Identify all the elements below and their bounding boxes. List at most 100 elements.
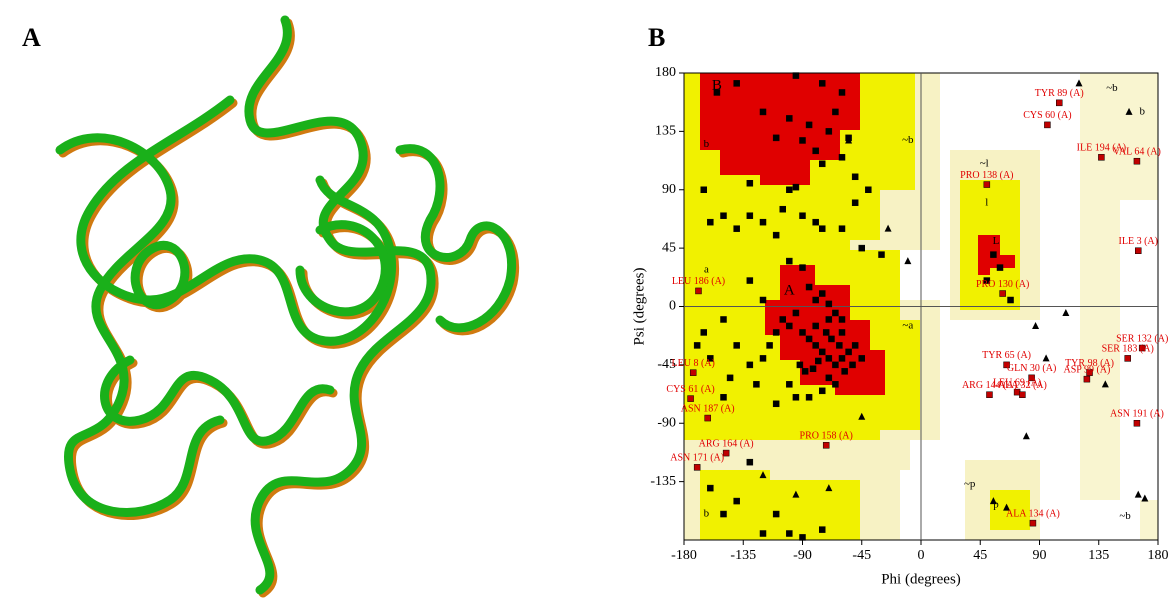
point-label: CYS 61 (A) xyxy=(666,384,714,395)
x-tick-label: -45 xyxy=(852,548,871,563)
point xyxy=(799,212,806,219)
point-label: CYS 60 (A) xyxy=(1023,110,1071,121)
point xyxy=(805,394,813,401)
point xyxy=(1124,355,1131,362)
region-label: b xyxy=(1139,105,1145,117)
y-tick-label: 135 xyxy=(655,124,676,139)
x-axis-label: Phi (degrees) xyxy=(881,571,961,587)
point xyxy=(772,231,780,239)
region-label: b xyxy=(704,138,710,150)
y-tick-label: -90 xyxy=(657,415,676,430)
x-tick-label: -90 xyxy=(793,548,812,563)
point xyxy=(845,348,852,356)
point xyxy=(687,395,694,402)
point xyxy=(722,449,730,457)
point xyxy=(1028,374,1035,382)
point xyxy=(720,316,727,323)
region-label: a xyxy=(704,264,709,276)
point xyxy=(838,329,846,336)
x-tick-label: 135 xyxy=(1088,548,1109,563)
point xyxy=(779,205,786,213)
glycine-point xyxy=(858,412,866,420)
point xyxy=(720,212,727,219)
point xyxy=(700,186,707,193)
point-label: PRO 130 (A) xyxy=(976,279,1029,290)
y-tick-label: -45 xyxy=(657,357,676,372)
x-tick-label: 45 xyxy=(973,548,987,563)
point xyxy=(849,361,856,369)
point xyxy=(786,381,793,388)
point xyxy=(996,264,1004,271)
point xyxy=(759,530,767,537)
point xyxy=(825,355,833,362)
glycine-point xyxy=(989,497,997,505)
point xyxy=(746,180,754,187)
point xyxy=(792,309,800,317)
point xyxy=(983,181,991,188)
glycine-point xyxy=(1032,321,1040,329)
point xyxy=(733,225,740,232)
point xyxy=(851,199,859,206)
point-label: ILE 194 (A) xyxy=(1077,143,1126,154)
point xyxy=(759,296,767,304)
point xyxy=(1133,157,1141,165)
point xyxy=(825,374,833,382)
glycine-point xyxy=(1101,380,1109,388)
point xyxy=(819,526,826,533)
point xyxy=(822,442,830,449)
glycine-point xyxy=(1075,79,1083,87)
glycine-point xyxy=(792,490,800,498)
point xyxy=(707,218,714,226)
point xyxy=(815,357,822,365)
point xyxy=(786,115,793,122)
allowed-region xyxy=(990,490,1030,530)
point xyxy=(819,160,826,168)
point xyxy=(825,316,833,323)
point xyxy=(819,225,826,232)
point xyxy=(1133,420,1141,427)
point-label: ALA 32 (A) xyxy=(998,380,1047,391)
glycine-point xyxy=(845,136,853,144)
point xyxy=(1029,519,1037,527)
point xyxy=(809,365,817,373)
point xyxy=(707,355,714,362)
point-label: ASP 99 (A) xyxy=(1063,364,1110,375)
point-label: TYR 98 (A) xyxy=(1065,358,1114,369)
region-label: l xyxy=(985,196,988,208)
point xyxy=(819,290,826,297)
point xyxy=(693,464,701,471)
point xyxy=(838,316,846,323)
point xyxy=(759,218,767,226)
point xyxy=(812,296,819,304)
point xyxy=(1003,361,1010,369)
point xyxy=(805,335,813,343)
point xyxy=(832,361,839,369)
glycine-point xyxy=(1134,490,1142,498)
x-tick-label: 0 xyxy=(918,548,925,563)
point xyxy=(838,355,846,362)
panel-label: B xyxy=(648,23,665,52)
point-label: ASN 187 (A) xyxy=(681,403,735,414)
y-tick-label: 45 xyxy=(662,240,676,255)
point xyxy=(1098,154,1105,161)
point xyxy=(865,186,872,193)
point-label: LEU 69 (A) xyxy=(993,377,1041,388)
point xyxy=(825,300,833,308)
point xyxy=(799,329,806,336)
point xyxy=(841,368,848,375)
point xyxy=(720,510,727,518)
point-label: TYR 89 (A) xyxy=(1035,88,1084,99)
point xyxy=(746,277,754,284)
point xyxy=(1135,247,1142,254)
point xyxy=(720,394,727,401)
point xyxy=(805,283,813,291)
point xyxy=(812,322,819,330)
region-label: p xyxy=(993,499,999,511)
point xyxy=(693,342,701,349)
point xyxy=(805,121,813,129)
region-label: ~l xyxy=(980,157,989,169)
glycine-point xyxy=(884,224,892,232)
point xyxy=(990,251,997,258)
point xyxy=(772,510,780,518)
point-label: ASN 191 (A) xyxy=(1110,409,1164,420)
